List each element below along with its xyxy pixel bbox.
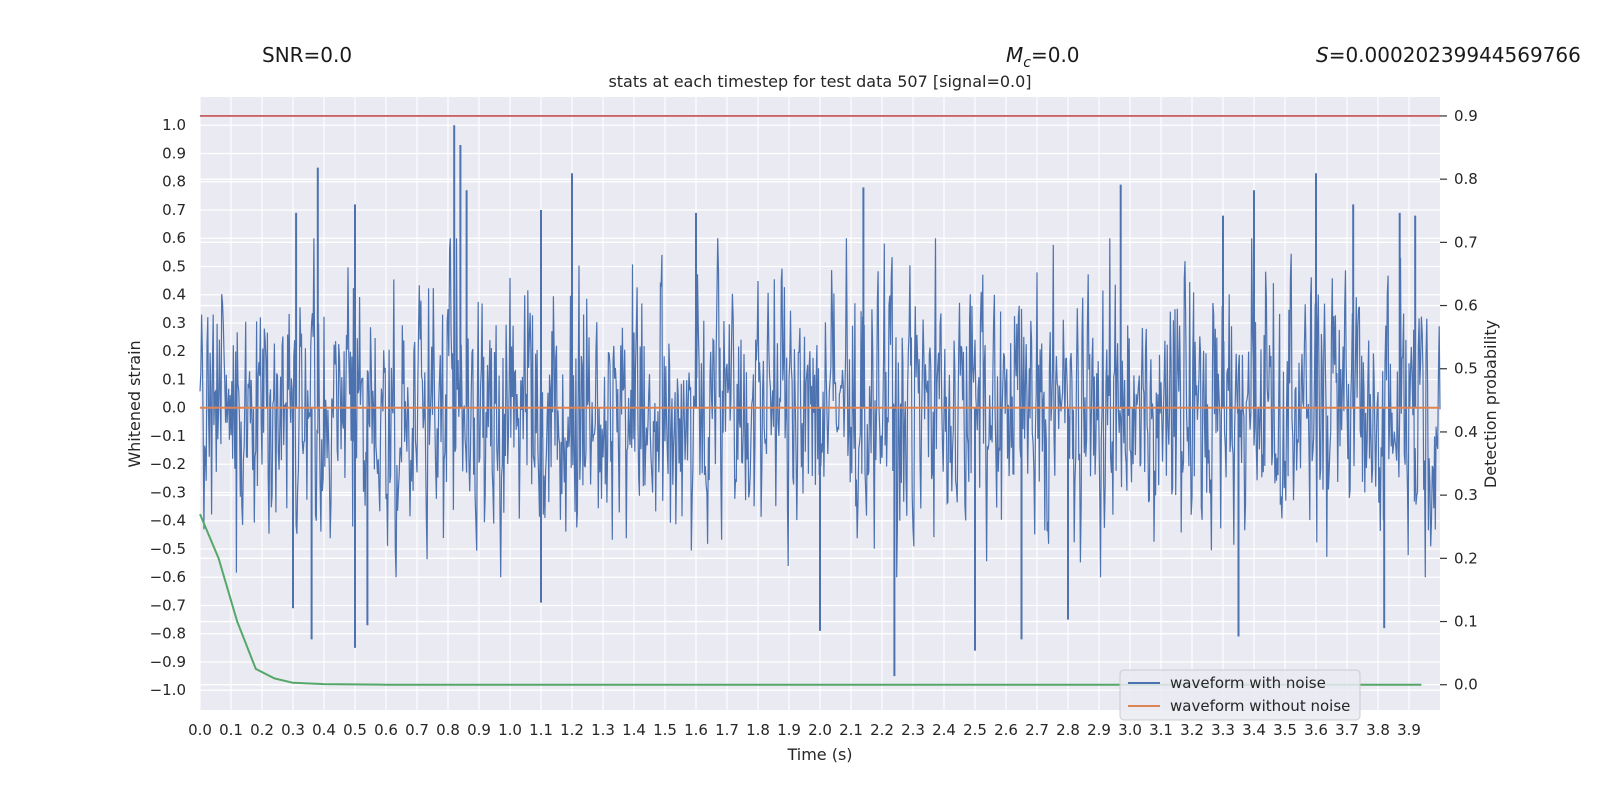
- y-left-tick-label: 0.6: [162, 229, 186, 247]
- mc-value: =0.0: [1031, 43, 1080, 67]
- legend-label-noise: waveform with noise: [1170, 674, 1326, 692]
- x-tick-labels: 0.0 0.1 0.2 0.3 0.4 0.5 0.6 0.7 0.8 0.9 1.0 1.1 1.2 1…: [188, 721, 1421, 739]
- x-tick-label: 0.2: [250, 721, 274, 739]
- y-left-tick-label: −0.9: [150, 653, 186, 671]
- x-tick-label: 0.0: [188, 721, 212, 739]
- x-tick-label: 3.8: [1366, 721, 1390, 739]
- y-left-tick-label: 0.3: [162, 314, 186, 332]
- y-axis-label-right: Detection probability: [1481, 320, 1500, 488]
- x-tick-label: 3.4: [1242, 721, 1266, 739]
- noise-spikes: [292, 125, 1417, 677]
- y-axis-label-left: Whitened strain: [125, 340, 144, 467]
- x-tick-label: 1.7: [715, 721, 739, 739]
- x-tick-label: 2.9: [1087, 721, 1111, 739]
- x-tick-label: 3.5: [1273, 721, 1297, 739]
- x-tick-label: 2.0: [808, 721, 832, 739]
- legend: waveform with noise waveform without noi…: [1119, 669, 1361, 721]
- y-left-tick-label: −0.5: [150, 540, 186, 558]
- x-tick-label: 2.3: [901, 721, 925, 739]
- y-left-tick-label: −0.3: [150, 483, 186, 501]
- y-right-tick-label: 0.8: [1454, 170, 1478, 188]
- y-left-tick-label: −0.2: [150, 455, 186, 473]
- x-tick-label: 3.3: [1211, 721, 1235, 739]
- x-tick-label: 3.2: [1180, 721, 1204, 739]
- x-tick-label: 0.6: [374, 721, 398, 739]
- y-right-tick-label: 0.9: [1454, 107, 1478, 125]
- detection-probability-line: [199, 513, 1422, 686]
- s-symbol: S: [1316, 43, 1329, 67]
- y-left-tick-label: −0.1: [150, 427, 186, 445]
- y-right-tick-label: 0.2: [1454, 549, 1478, 567]
- legend-label-clean: waveform without noise: [1170, 697, 1350, 715]
- x-tick-label: 0.1: [219, 721, 243, 739]
- x-tick-label: 3.6: [1304, 721, 1328, 739]
- y-right-tick-labels: 0.9 0.8 0.7 0.6 0.5 0.4 0.3 0.2 0.1 0.0: [1440, 107, 1478, 694]
- x-tick-label: 1.2: [560, 721, 584, 739]
- x-tick-label: 3.7: [1335, 721, 1359, 739]
- mc-subscript: c: [1023, 55, 1031, 71]
- x-tick-label: 3.1: [1149, 721, 1173, 739]
- y-left-tick-label: 1.0: [162, 116, 186, 134]
- snr-label: SNR=0.0: [262, 43, 352, 67]
- chart-title: stats at each timestep for test data 507…: [608, 72, 1031, 91]
- x-tick-label: 0.5: [343, 721, 367, 739]
- y-left-tick-label: −0.6: [150, 568, 186, 586]
- x-tick-label: 0.7: [405, 721, 429, 739]
- x-tick-label: 0.9: [467, 721, 491, 739]
- y-right-tick-label: 0.7: [1454, 233, 1478, 251]
- y-left-tick-label: −0.8: [150, 625, 186, 643]
- x-tick-label: 1.6: [684, 721, 708, 739]
- y-left-tick-label: −1.0: [150, 681, 186, 699]
- x-tick-label: 2.6: [994, 721, 1018, 739]
- y-left-tick-labels: 1.0 0.9 0.8 0.7 0.6 0.5 0.4 0.3 0.2 0.1 0.0 −0.1 −0.…: [150, 116, 186, 699]
- x-axis-label: Time (s): [786, 745, 852, 764]
- y-left-tick-label: −0.4: [150, 512, 186, 530]
- x-tick-label: 2.8: [1056, 721, 1080, 739]
- y-left-tick-label: 0.9: [162, 144, 186, 162]
- x-tick-label: 2.7: [1025, 721, 1049, 739]
- x-tick-label: 1.0: [498, 721, 522, 739]
- y-right-tick-label: 0.5: [1454, 360, 1478, 378]
- y-right-tick-label: 0.6: [1454, 297, 1478, 315]
- y-left-tick-label: 0.4: [162, 286, 186, 304]
- x-tick-label: 2.4: [932, 721, 956, 739]
- x-tick-label: 3.9: [1397, 721, 1421, 739]
- y-left-tick-label: 0.8: [162, 173, 186, 191]
- x-tick-label: 2.5: [963, 721, 987, 739]
- x-tick-label: 0.3: [281, 721, 305, 739]
- mc-symbol: M: [1006, 43, 1023, 67]
- x-tick-label: 0.4: [312, 721, 336, 739]
- y-left-tick-label: 0.1: [162, 370, 186, 388]
- s-label: S=0.00020239944569766: [1316, 43, 1581, 67]
- y-left-tick-label: −0.7: [150, 596, 186, 614]
- y-left-tick-label: 0.7: [162, 201, 186, 219]
- y-left-tick-label: 0.0: [162, 399, 186, 417]
- x-tick-label: 1.9: [777, 721, 801, 739]
- y-right-tick-label: 0.1: [1454, 613, 1478, 631]
- x-tick-label: 2.1: [839, 721, 863, 739]
- x-tick-label: 1.5: [653, 721, 677, 739]
- s-value: =0.00020239944569766: [1329, 43, 1581, 67]
- y-right-tick-label: 0.0: [1454, 676, 1478, 694]
- x-tick-label: 0.8: [436, 721, 460, 739]
- y-left-tick-label: 0.5: [162, 257, 186, 275]
- mc-label: Mc=0.0: [1006, 43, 1080, 71]
- y-right-tick-label: 0.3: [1454, 486, 1478, 504]
- x-tick-label: 1.4: [622, 721, 646, 739]
- x-tick-label: 1.1: [529, 721, 553, 739]
- x-tick-label: 3.0: [1118, 721, 1142, 739]
- legend-box: [1119, 669, 1361, 721]
- y-left-tick-label: 0.2: [162, 342, 186, 360]
- y-right-tick-label: 0.4: [1454, 423, 1478, 441]
- x-tick-label: 1.8: [746, 721, 770, 739]
- x-tick-label: 1.3: [591, 721, 615, 739]
- x-tick-label: 2.2: [870, 721, 894, 739]
